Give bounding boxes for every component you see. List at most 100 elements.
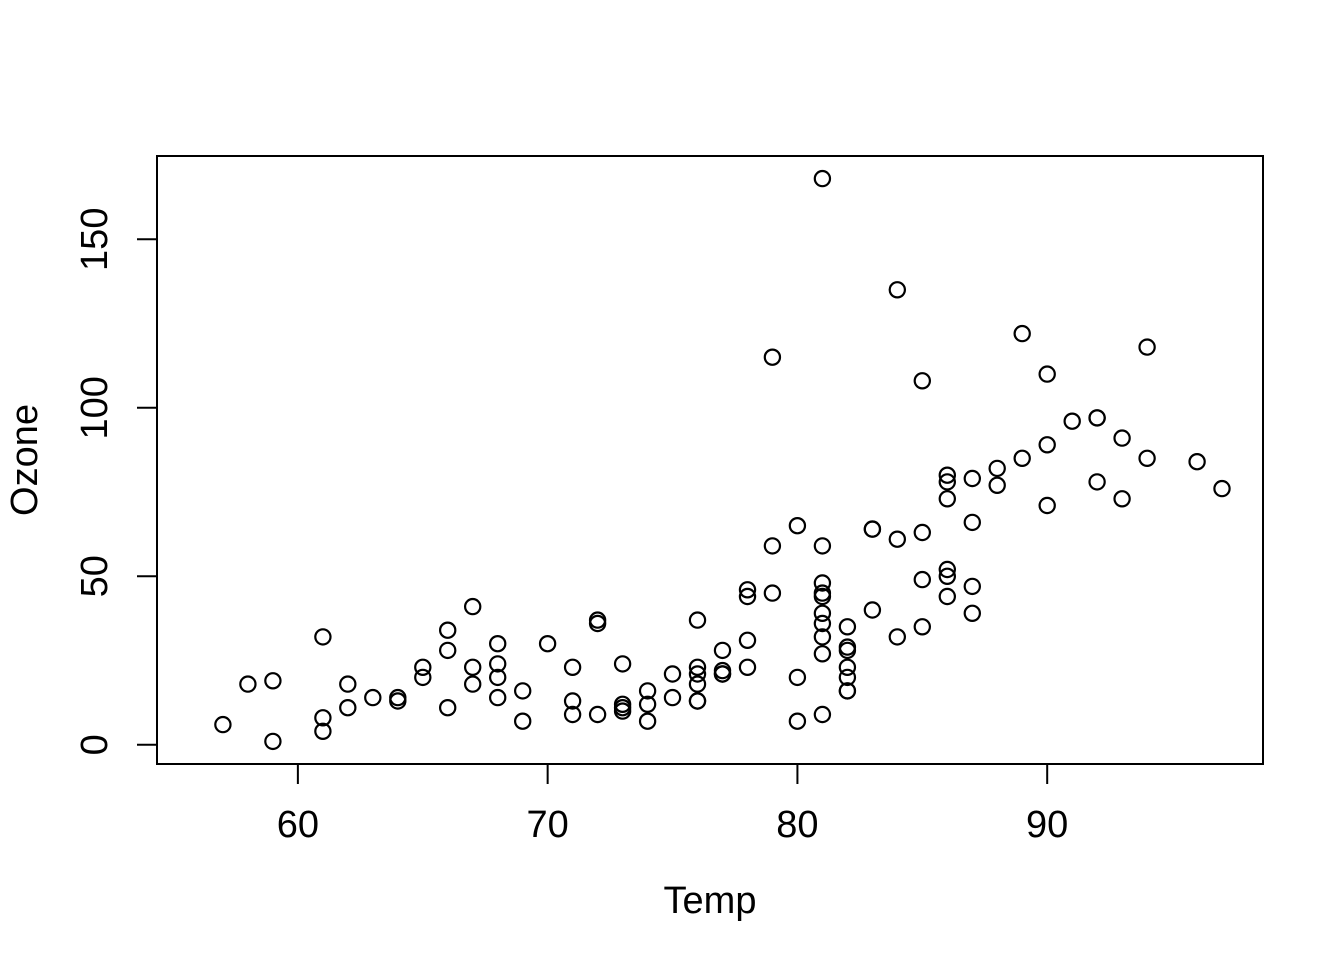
data-point (938, 567, 957, 586)
data-point (888, 628, 907, 646)
data-point (339, 675, 357, 693)
data-point (1063, 412, 1081, 430)
data-point (963, 577, 982, 596)
data-point (314, 722, 332, 741)
data-point (813, 645, 832, 663)
data-point (813, 537, 832, 555)
data-point (838, 682, 857, 700)
data-point (813, 614, 832, 633)
data-point (813, 628, 832, 646)
data-point (688, 675, 707, 693)
data-point (763, 537, 782, 555)
data-point (613, 702, 632, 720)
data-point (963, 469, 982, 488)
data-point (1113, 429, 1131, 447)
data-point (988, 476, 1006, 494)
data-point (738, 581, 757, 599)
y-tick-label: 150 (74, 208, 116, 271)
data-point (688, 611, 707, 629)
data-point (863, 601, 882, 619)
data-point (588, 611, 607, 629)
y-tick-label: 0 (74, 734, 116, 755)
data-point (588, 705, 607, 724)
data-point (788, 712, 807, 730)
data-point (838, 641, 857, 660)
data-point (938, 560, 957, 579)
data-point (688, 658, 707, 677)
data-point (389, 692, 407, 710)
data-point (538, 635, 557, 653)
data-point (638, 682, 657, 700)
data-point (738, 587, 757, 606)
data-point (763, 348, 782, 366)
data-point (588, 614, 607, 633)
data-point (888, 530, 907, 548)
data-point (1113, 490, 1131, 508)
data-point (414, 658, 432, 677)
data-point (439, 641, 457, 660)
data-point (913, 372, 932, 390)
data-point (514, 712, 532, 730)
data-point (938, 466, 957, 484)
data-point (613, 699, 632, 717)
data-point (389, 688, 407, 707)
x-axis-title: Temp (664, 880, 757, 922)
data-point (464, 675, 482, 693)
y-tick-label: 50 (74, 555, 116, 597)
data-point (838, 668, 857, 687)
data-point (763, 584, 782, 602)
y-axis: 0 50 100 150 (74, 208, 157, 755)
data-point (988, 459, 1006, 478)
data-point (938, 490, 957, 508)
data-point (1138, 449, 1156, 467)
x-tick-label: 80 (776, 804, 818, 846)
x-axis: 60 70 80 90 (277, 764, 1068, 846)
data-point (613, 695, 632, 714)
data-point (1138, 338, 1156, 356)
x-tick-label: 90 (1026, 804, 1068, 846)
plot-border (156, 155, 1264, 765)
data-point (563, 658, 582, 677)
data-point (489, 688, 507, 707)
y-axis-title: Ozone (4, 404, 46, 516)
data-point (738, 631, 757, 650)
data-point (888, 281, 907, 299)
data-point (1038, 496, 1056, 515)
data-point (464, 658, 482, 677)
data-point (788, 668, 807, 687)
data-point (688, 665, 707, 683)
data-point (613, 655, 632, 673)
data-points (214, 169, 1231, 751)
data-point (439, 699, 457, 717)
data-point (264, 672, 282, 690)
data-point (264, 732, 282, 751)
data-point (1213, 479, 1231, 498)
data-point (813, 705, 832, 724)
x-tick-label: 70 (527, 804, 569, 846)
data-point (489, 668, 507, 687)
data-point (638, 712, 657, 730)
data-point (1188, 453, 1206, 471)
data-point (713, 665, 732, 683)
data-point (663, 688, 682, 707)
data-point (364, 688, 382, 707)
data-point (414, 668, 432, 687)
data-point (1038, 365, 1056, 383)
data-point (464, 597, 482, 616)
data-point (663, 665, 682, 683)
data-point (214, 715, 232, 734)
data-point (913, 523, 932, 542)
data-point (563, 705, 582, 724)
data-point (813, 169, 832, 188)
data-point (688, 692, 707, 710)
data-point (938, 473, 957, 491)
data-point (638, 695, 657, 714)
data-point (963, 513, 982, 532)
data-point (813, 574, 832, 592)
data-point (1013, 449, 1031, 467)
data-point (1088, 473, 1106, 491)
data-point (713, 661, 732, 680)
data-point (1088, 409, 1106, 427)
